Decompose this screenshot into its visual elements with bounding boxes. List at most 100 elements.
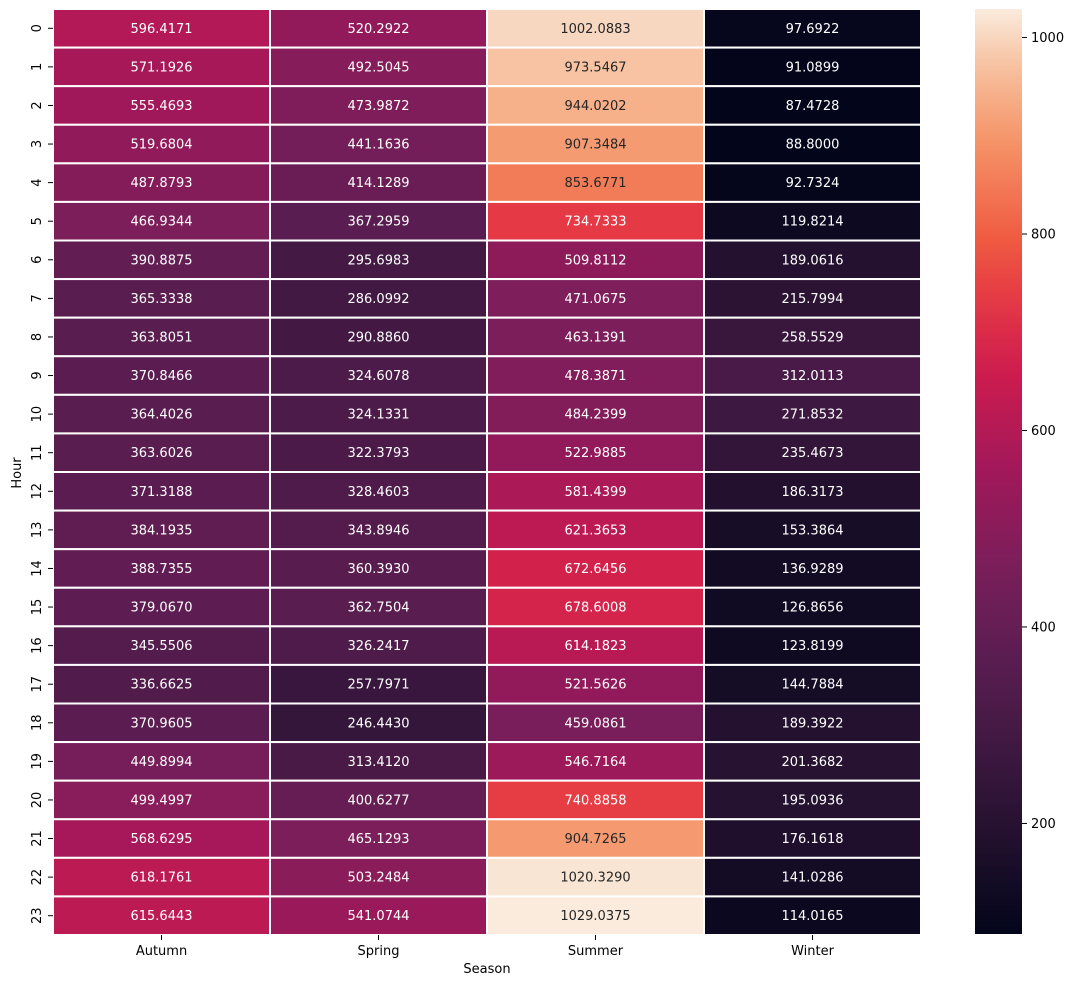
heatmap-cell <box>486 702 705 744</box>
heatmap-cell <box>703 432 922 473</box>
cell-value-label: 370.9605 <box>130 716 192 731</box>
cell-value-label: 390.8875 <box>130 253 192 268</box>
y-tick-label: 15 <box>30 599 45 616</box>
cell-value-label: 336.6625 <box>130 678 192 693</box>
heatmap-cell <box>52 586 271 628</box>
cell-value-label: 944.0202 <box>564 99 626 114</box>
cell-value-label: 463.1391 <box>564 330 626 345</box>
cell-value-label: 367.2959 <box>347 215 409 230</box>
heatmap-cell <box>486 818 705 859</box>
cell-value-label: 904.7265 <box>564 832 626 847</box>
heatmap-cell <box>486 471 705 512</box>
heatmap-cell <box>269 702 488 744</box>
cell-value-label: 541.0744 <box>347 909 409 924</box>
heatmap-cell <box>486 548 705 589</box>
cell-value-label: 555.4693 <box>130 99 192 114</box>
y-axis-label: Hour <box>10 457 25 489</box>
cell-value-label: 87.4728 <box>786 99 840 114</box>
heatmap-cell <box>703 85 922 126</box>
cell-value-label: 364.4026 <box>130 408 192 423</box>
cell-value-label: 362.7504 <box>347 601 409 616</box>
cell-value-label: 257.7971 <box>347 678 409 693</box>
heatmap-cell <box>703 200 922 242</box>
cell-value-label: 363.8051 <box>130 330 192 345</box>
y-tick-label: 3 <box>30 140 45 148</box>
cell-value-label: 290.8860 <box>347 330 409 345</box>
heatmap-cell <box>269 8 488 49</box>
cell-value-label: 313.4120 <box>347 755 409 770</box>
heatmap-cell <box>703 471 922 512</box>
x-tick-label: Spring <box>358 944 400 959</box>
cell-value-label: 324.6078 <box>347 369 409 384</box>
y-tick-label: 14 <box>30 560 45 577</box>
cell-value-label: 153.3864 <box>781 523 843 538</box>
colorbar-tick-label: 600 <box>1031 424 1056 439</box>
cell-value-label: 546.7164 <box>564 755 626 770</box>
cell-value-label: 189.3922 <box>781 716 843 731</box>
colorbar-tick-label: 800 <box>1031 228 1056 243</box>
cell-value-label: 286.0992 <box>347 292 409 307</box>
cell-value-label: 1002.0883 <box>560 22 630 37</box>
y-tick-label: 8 <box>30 333 45 341</box>
cell-value-label: 503.2484 <box>347 871 409 886</box>
cell-value-label: 1029.0375 <box>560 909 630 924</box>
cell-value-label: 92.7324 <box>786 176 840 191</box>
cell-value-label: 365.3338 <box>130 292 192 307</box>
cell-value-label: 672.6456 <box>564 562 626 577</box>
cell-value-label: 973.5467 <box>564 60 626 75</box>
heatmap-cell-labels: 596.4171 520.2922 1002.0883 97.6922 571.1926… <box>130 22 843 924</box>
colorbar-tick-label: 1000 <box>1031 31 1064 46</box>
heatmap-cell <box>703 663 922 705</box>
heatmap-cell <box>486 200 705 242</box>
heatmap-cell <box>703 702 922 744</box>
cell-value-label: 271.8532 <box>781 408 843 423</box>
heatmap-cell <box>486 625 705 666</box>
y-tick-label: 19 <box>30 753 45 770</box>
cell-value-label: 907.3484 <box>564 138 626 153</box>
heatmap-cell <box>703 162 922 203</box>
y-tick-label: 17 <box>30 676 45 693</box>
cell-value-label: 258.5529 <box>781 330 843 345</box>
cell-value-label: 371.3188 <box>130 485 192 500</box>
cell-value-label: 322.3793 <box>347 446 409 461</box>
heatmap-cell <box>269 85 488 126</box>
cell-value-label: 326.2417 <box>347 639 409 654</box>
heatmap-cell <box>52 818 271 859</box>
cell-value-label: 520.2922 <box>347 22 409 37</box>
heatmap-cell <box>269 46 488 88</box>
cell-value-label: 614.1823 <box>564 639 626 654</box>
cell-value-label: 414.1289 <box>347 176 409 191</box>
heatmap-cell <box>703 818 922 859</box>
heatmap-cell <box>269 779 488 821</box>
cell-value-label: 734.7333 <box>564 215 626 230</box>
cell-value-label: 466.9344 <box>130 215 192 230</box>
heatmap-cell <box>269 123 488 165</box>
y-tick-label: 9 <box>30 371 45 379</box>
cell-value-label: 1020.3290 <box>560 871 630 886</box>
cell-value-label: 215.7994 <box>781 292 843 307</box>
heatmap-cell <box>269 432 488 473</box>
heatmap-cell <box>703 123 922 165</box>
cell-value-label: 459.0861 <box>564 716 626 731</box>
cell-value-label: 465.1293 <box>347 832 409 847</box>
cell-value-label: 571.1926 <box>130 60 192 75</box>
colorbar: 200 400 600 800 1000 <box>975 9 1064 934</box>
y-tick-label: 10 <box>30 406 45 423</box>
cell-value-label: 484.2399 <box>564 408 626 423</box>
y-tick-label: 11 <box>30 444 45 461</box>
y-tick-label: 21 <box>30 830 45 847</box>
cell-value-label: 370.8466 <box>130 369 192 384</box>
cell-value-label: 312.0113 <box>781 369 843 384</box>
cell-value-label: 509.8112 <box>564 253 626 268</box>
x-tick-label: Autumn <box>136 944 187 959</box>
heatmap-cell <box>703 509 922 551</box>
y-tick-label: 5 <box>30 217 45 225</box>
heatmap-cell <box>703 46 922 88</box>
heatmap-cell <box>486 741 705 782</box>
cell-value-label: 740.8858 <box>564 793 626 808</box>
y-tick-label: 18 <box>30 715 45 732</box>
cell-value-label: 136.9289 <box>781 562 843 577</box>
cell-value-label: 379.0670 <box>130 601 192 616</box>
cell-value-label: 360.3930 <box>347 562 409 577</box>
